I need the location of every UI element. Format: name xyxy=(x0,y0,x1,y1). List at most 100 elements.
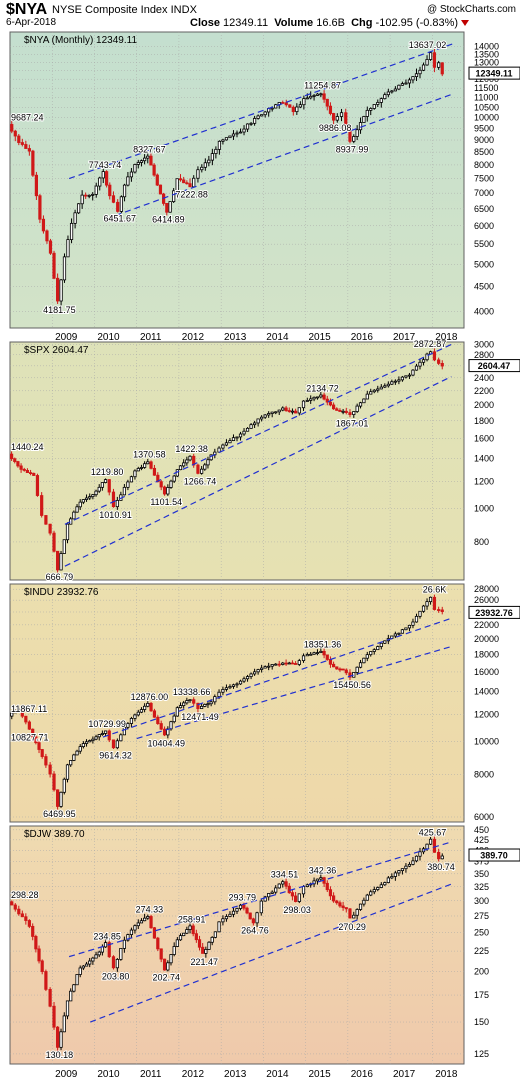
candle-body xyxy=(432,596,437,610)
candle-body xyxy=(133,164,137,173)
candle-body xyxy=(103,479,108,483)
y-tick-label: 10000 xyxy=(474,736,499,746)
y-tick-label: 375 xyxy=(474,857,489,867)
y-tick-label: 14000 xyxy=(474,42,499,52)
y-tick-label: 2200 xyxy=(474,386,494,396)
annotation-label: 2872.87 xyxy=(414,339,447,349)
candle-body xyxy=(75,974,79,986)
candle-body xyxy=(40,749,44,757)
candle-body xyxy=(75,750,79,756)
candle-body xyxy=(231,437,236,441)
candle-body xyxy=(162,728,167,736)
candle-body xyxy=(88,740,92,743)
candle-body xyxy=(27,721,31,730)
candle-body xyxy=(72,754,76,761)
annotation-label: 6414.89 xyxy=(152,215,185,225)
candle-body xyxy=(344,907,348,910)
x-axis-year-label: 2009 xyxy=(55,1069,78,1080)
candle-body xyxy=(56,550,60,571)
candle-body xyxy=(386,383,390,387)
stockcharts-credit: @ StockCharts.com xyxy=(426,4,516,15)
annotation-label: 1370.58 xyxy=(133,449,166,459)
candle-body xyxy=(245,123,250,130)
candle-body xyxy=(217,921,221,933)
candle-body xyxy=(328,659,333,665)
candle-body xyxy=(98,177,102,187)
y-tick-label: 28000 xyxy=(474,584,499,594)
candle-body xyxy=(270,107,274,110)
candle-body xyxy=(201,946,205,954)
annotation-label: 1101.54 xyxy=(150,497,182,507)
candle-body xyxy=(425,353,429,361)
candle-body xyxy=(440,855,444,860)
candle-body xyxy=(188,455,192,461)
candle-body xyxy=(284,407,288,411)
y-tick-label: 7500 xyxy=(474,174,494,184)
candle-body xyxy=(13,130,17,137)
candle-body xyxy=(19,465,23,470)
candle-body xyxy=(348,672,352,678)
candle-body xyxy=(44,971,48,990)
candle-body xyxy=(115,740,119,749)
candle-body xyxy=(38,195,42,220)
y-tick-label: 150 xyxy=(474,1017,489,1027)
candle-body xyxy=(235,908,239,912)
candle-body xyxy=(65,1000,70,1017)
x-axis-year-label: 2012 xyxy=(182,1069,205,1080)
candle-body xyxy=(111,491,116,508)
y-tick-label: 16000 xyxy=(474,667,499,677)
candle-body xyxy=(28,472,33,475)
candle-body xyxy=(335,116,339,121)
annotation-label: 9886.08 xyxy=(319,123,352,133)
candle-body xyxy=(133,470,137,478)
candle-body xyxy=(182,462,186,467)
candle-body xyxy=(440,62,444,75)
candle-body xyxy=(290,410,295,413)
annotation-label: 298.03 xyxy=(283,905,311,915)
channel-line-upper xyxy=(64,343,452,525)
y-tick-label: 4000 xyxy=(474,307,494,317)
candle-body xyxy=(358,402,363,407)
annotation-label: 7222.88 xyxy=(175,190,208,200)
y-tick-label: 20000 xyxy=(474,634,499,644)
chart-header: $NYA NYSE Composite Index INDX 6-Apr-201… xyxy=(0,0,520,30)
candle-body xyxy=(59,553,63,571)
panel-background xyxy=(9,825,465,1065)
candle-body xyxy=(136,468,140,472)
annotation-label: 270.29 xyxy=(338,922,366,932)
candle-body xyxy=(228,440,232,444)
candle-body xyxy=(305,884,309,888)
candle-body xyxy=(338,410,342,412)
volume-value: 16.6B xyxy=(316,17,345,29)
candle-body xyxy=(287,885,291,894)
y-tick-label: 6500 xyxy=(474,204,494,214)
y-tick-label: 6000 xyxy=(474,812,494,822)
candle-body xyxy=(277,663,281,666)
candle-body xyxy=(312,652,316,655)
candle-body xyxy=(143,157,147,162)
candle-body xyxy=(207,941,211,950)
candle-body xyxy=(24,715,28,723)
panel-3: 6000 8000 10000 12000 14000 16000 18000 20000 22… xyxy=(9,583,520,823)
candle-body xyxy=(169,480,173,488)
annotation-label: 8327.67 xyxy=(133,144,166,154)
candle-body xyxy=(105,171,109,186)
channel-line-upper xyxy=(102,617,452,738)
candle-body xyxy=(84,741,89,744)
candle-body xyxy=(146,155,150,159)
candle-body xyxy=(365,654,369,659)
candle-body xyxy=(84,497,89,500)
candle-body xyxy=(404,82,408,85)
candle-body xyxy=(119,734,123,742)
last-value-badge xyxy=(468,848,520,862)
y-tick-label: 10500 xyxy=(474,102,499,112)
y-tick-label: 9000 xyxy=(474,135,494,145)
candle-body xyxy=(103,942,108,948)
candle-body xyxy=(175,939,179,947)
candle-body xyxy=(94,490,98,496)
candle-body xyxy=(119,196,123,212)
y-tick-label: 250 xyxy=(474,928,489,938)
y-tick-label: 8000 xyxy=(474,769,494,779)
candle-body xyxy=(231,910,236,915)
candle-body xyxy=(78,501,82,508)
